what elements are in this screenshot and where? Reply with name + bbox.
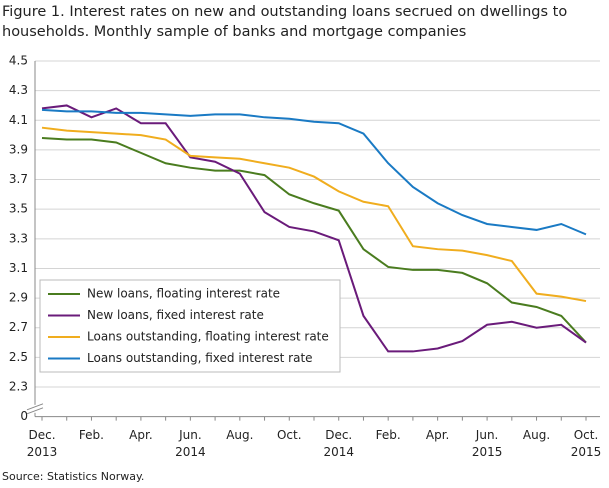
chart-title: Figure 1. Interest rates on new and outs…	[2, 4, 568, 40]
axis-break	[26, 403, 44, 415]
x-tick-label: Dec.	[28, 428, 55, 442]
source: Source: Statistics Norway.	[2, 470, 144, 483]
series-line	[41, 126, 587, 303]
x-tick-label: Oct.	[574, 428, 599, 442]
legend: New loans, floating interest rate New loa…	[39, 279, 341, 373]
x-tick-label: Oct.	[277, 428, 302, 442]
y-tick-label: 3.5	[9, 202, 28, 216]
y-tick-label: 4.3	[9, 83, 28, 97]
y-tick-label: 3.3	[9, 231, 28, 245]
legend-label: Loans outstanding, fixed interest rate	[87, 351, 313, 365]
legend-box	[39, 279, 341, 373]
x-tick-year: 2015	[571, 445, 602, 459]
legend-label: Loans outstanding, floating interest rat…	[87, 330, 329, 344]
y-tick-label: 2.3	[9, 380, 28, 394]
x-tick-year: 2013	[27, 445, 58, 459]
y-tick-label: 4.5	[9, 54, 28, 68]
x-tick-label: Apr.	[129, 428, 152, 442]
x-tick-label: Aug.	[226, 428, 253, 442]
x-tick-label: Feb.	[376, 428, 401, 442]
x-tick-label: Feb.	[79, 428, 104, 442]
x-tick-year: 2015	[472, 445, 503, 459]
y-tick-label: 2.9	[9, 291, 28, 305]
y-tick-label: 4.1	[9, 113, 28, 127]
x-tick-label: Dec.	[325, 428, 352, 442]
y-tick-label: 3.9	[9, 142, 28, 156]
legend-label: New loans, fixed interest rate	[87, 308, 264, 322]
legend-label: New loans, floating interest rate	[87, 287, 280, 301]
y-tick-label: 3.1	[9, 261, 28, 275]
x-tick-label: Jun.	[475, 428, 499, 442]
x-tick-year: 2014	[175, 445, 206, 459]
series-line	[41, 104, 587, 353]
y-tick-label: 3.7	[9, 172, 28, 186]
x-tick-label: Apr.	[426, 428, 449, 442]
y-tick-label: 2.5	[9, 350, 28, 364]
series-line	[41, 108, 587, 236]
y-tick-label: 0	[20, 409, 28, 423]
x-tick-label: Jun.	[178, 428, 202, 442]
x-tick-year: 2014	[323, 445, 354, 459]
y-tick-label: 2.7	[9, 320, 28, 334]
series-line	[41, 137, 587, 344]
x-tick-label: Aug.	[523, 428, 550, 442]
axis-break-gap	[27, 404, 43, 413]
